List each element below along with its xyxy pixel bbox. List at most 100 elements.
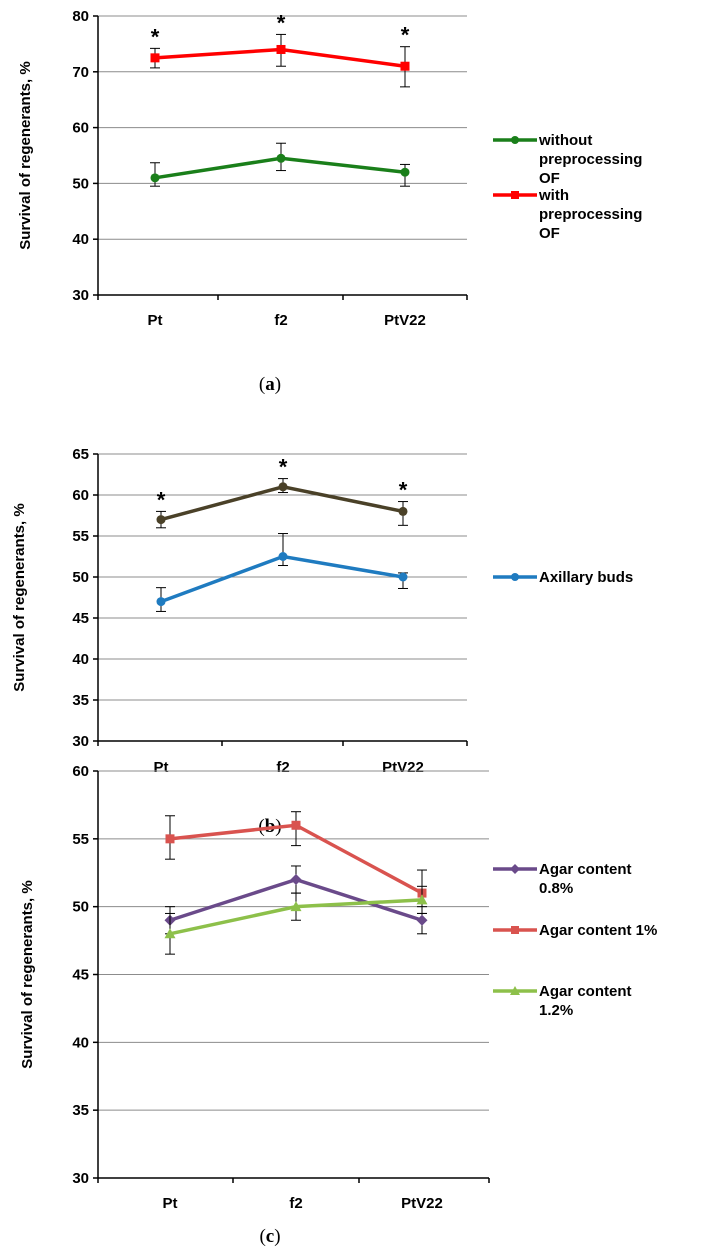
significance-marker: * <box>151 24 160 49</box>
series-2 <box>150 33 410 88</box>
legend-label: Agar content <box>539 983 632 1000</box>
data-point <box>278 482 288 492</box>
y-axis-label: Survival of regenerants, % <box>11 503 28 691</box>
y-tick-label: 60 <box>72 120 89 137</box>
x-tick-label: PtV22 <box>382 759 424 776</box>
significance-marker: * <box>277 10 286 35</box>
legend-label: without <box>538 132 592 149</box>
data-point <box>150 173 160 183</box>
data-point <box>398 506 408 516</box>
data-point <box>416 914 428 926</box>
x-tick-label: Pt <box>154 759 169 776</box>
y-tick-label: 50 <box>72 569 89 586</box>
series-1 <box>156 478 408 529</box>
data-point <box>290 874 302 886</box>
data-point <box>156 515 166 525</box>
series-3 <box>164 885 428 955</box>
legend-label: Agar content 1% <box>539 922 657 939</box>
data-point <box>511 573 519 581</box>
data-point <box>276 153 286 163</box>
y-tick-label: 55 <box>72 528 89 545</box>
y-tick-label: 50 <box>72 175 89 192</box>
legend-entry: Agar content 1% <box>493 922 657 939</box>
x-tick-label: PtV22 <box>384 312 426 329</box>
data-point <box>511 136 519 144</box>
legend-label: preprocessing <box>539 206 642 223</box>
caption-open: ( <box>258 816 264 837</box>
x-tick-label: PtV22 <box>401 1195 443 1212</box>
caption-open: ( <box>259 1226 265 1247</box>
data-point <box>416 894 428 905</box>
x-tick-label: f2 <box>289 1195 302 1212</box>
y-tick-label: 50 <box>72 899 89 916</box>
x-tick-label: f2 <box>276 759 289 776</box>
legend-label: Agar content <box>539 861 632 878</box>
y-tick-label: 30 <box>72 1170 89 1187</box>
y-tick-label: 60 <box>72 487 89 504</box>
significance-marker: * <box>399 478 408 503</box>
y-axis-label: Survival of regenerants, % <box>19 880 36 1068</box>
significance-marker: * <box>157 487 166 512</box>
y-tick-label: 45 <box>72 610 89 627</box>
legend-label: OF <box>539 225 560 242</box>
panel-caption: (c) <box>259 1226 280 1247</box>
legend-entry: Axillary buds <box>493 569 633 586</box>
y-tick-label: 40 <box>72 1034 89 1051</box>
legend-label: OF <box>539 170 560 187</box>
x-tick-label: f2 <box>274 312 287 329</box>
y-axis-label: Survival of regenerants, % <box>17 61 34 249</box>
legend-label: Axillary buds <box>539 569 633 586</box>
data-point <box>400 167 410 177</box>
panel-caption: (a) <box>259 374 281 395</box>
data-point <box>150 53 160 63</box>
y-tick-label: 35 <box>72 692 89 709</box>
y-tick-label: 30 <box>72 733 89 750</box>
y-tick-label: 80 <box>72 8 89 25</box>
data-point <box>290 901 302 912</box>
y-tick-label: 55 <box>72 831 89 848</box>
significance-marker: * <box>401 23 410 48</box>
chart-panel-b: 30 35 40 45 50 55 60 65 Pt f2 PtV22 Survival of reg… <box>11 446 633 837</box>
legend-entry: without preprocessing OF <box>493 132 642 187</box>
data-point <box>276 44 286 54</box>
data-point <box>165 834 175 844</box>
chart-panel-c: 30 35 40 45 50 55 60 Pt f2 PtV22 Survival of regen… <box>19 763 657 1247</box>
series-line <box>160 554 404 604</box>
legend-entry: Agar content 1.2% <box>493 983 632 1019</box>
y-tick-label: 30 <box>72 287 89 304</box>
caption-close: ) <box>275 374 281 395</box>
y-tick-label: 65 <box>72 446 89 463</box>
legend-label: 0.8% <box>539 880 573 897</box>
y-tick-label: 45 <box>72 967 89 984</box>
caption-letter: c <box>266 1226 274 1247</box>
data-point <box>164 928 176 939</box>
data-point <box>400 61 410 71</box>
x-tick-label: Pt <box>163 1195 178 1212</box>
legend-label: preprocessing <box>539 151 642 168</box>
chart-panel-a: 30 40 50 60 70 80 Pt f2 PtV22 Survival of regener… <box>17 8 642 395</box>
legend-label: with <box>538 187 569 204</box>
data-point <box>398 572 408 582</box>
y-tick-label: 35 <box>72 1102 89 1119</box>
caption-close: ) <box>274 1226 280 1247</box>
data-point <box>156 597 166 607</box>
y-tick-label: 70 <box>72 64 89 81</box>
data-point <box>510 864 520 874</box>
y-tick-label: 40 <box>72 231 89 248</box>
data-point <box>511 191 519 199</box>
series-1 <box>150 142 410 187</box>
data-point <box>511 926 519 934</box>
caption-letter: a <box>265 374 275 395</box>
series-line <box>160 485 404 522</box>
y-tick-label: 60 <box>72 763 89 780</box>
x-tick-label: Pt <box>148 312 163 329</box>
data-point <box>291 820 301 830</box>
legend-label: 1.2% <box>539 1002 573 1019</box>
legend-entry: Agar content 0.8% <box>493 861 632 897</box>
series-2 <box>156 533 408 612</box>
data-point <box>278 552 288 561</box>
data-point <box>510 986 520 995</box>
y-tick-label: 40 <box>72 651 89 668</box>
caption-open: ( <box>259 374 265 395</box>
